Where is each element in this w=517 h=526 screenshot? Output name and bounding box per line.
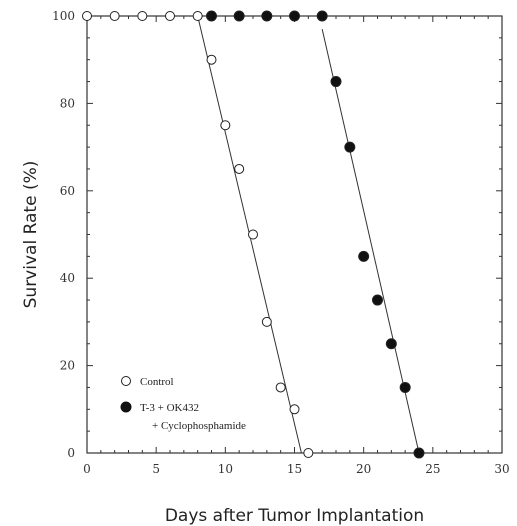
- control-point: [206, 54, 217, 65]
- legend-label-treatment: T-3 + OK432: [140, 402, 199, 414]
- treatment-point: [399, 381, 411, 393]
- control-point: [275, 382, 286, 393]
- x-axis-title: Days after Tumor Implantation: [165, 506, 424, 526]
- legend-marker-control: [121, 376, 131, 386]
- data-points: [82, 10, 425, 459]
- control-point: [82, 11, 92, 21]
- legend-marker-treatment: [120, 401, 132, 413]
- control-point: [109, 11, 120, 21]
- x-tick-label: 30: [494, 462, 509, 476]
- treatment-point: [316, 10, 328, 22]
- y-tick-label: 40: [60, 271, 75, 285]
- treatment-point: [358, 250, 370, 262]
- y-axis-title: Survival Rate (%): [21, 161, 41, 309]
- x-tick-label: 10: [218, 462, 233, 476]
- x-tick-label: 15: [287, 462, 302, 476]
- x-tick-label: 0: [83, 462, 91, 476]
- treatment-point: [344, 141, 356, 153]
- control-point: [192, 11, 203, 21]
- legend-label-treatment-line2: + Cyclophosphamide: [152, 420, 246, 432]
- treatment-point: [385, 338, 397, 350]
- control-point: [137, 11, 148, 21]
- treatment-fit-line: [321, 28, 420, 454]
- control-point: [220, 120, 231, 131]
- y-tick-label: 80: [60, 96, 75, 110]
- control-point: [165, 11, 175, 21]
- control-point: [261, 316, 272, 327]
- x-tick-labels: 0 5 10 15 20 25 30: [83, 462, 509, 476]
- treatment-point: [233, 10, 245, 22]
- y-tick-labels: 0 20 40 60 80 100: [52, 9, 75, 460]
- treatment-point: [206, 10, 217, 22]
- y-tick-label: 20: [60, 359, 75, 373]
- y-tick-label: 0: [67, 446, 75, 460]
- legend-label-control: Control: [140, 376, 174, 388]
- x-tick-label: 25: [425, 462, 440, 476]
- x-tick-label: 5: [152, 462, 160, 476]
- control-point: [248, 229, 258, 240]
- treatment-point: [330, 76, 342, 88]
- control-point: [289, 404, 300, 415]
- legend: Control T-3 + OK432 + Cyclophosphamide: [120, 376, 246, 432]
- treatment-point: [261, 10, 273, 22]
- control-point: [303, 448, 314, 458]
- y-tick-label: 60: [60, 184, 75, 198]
- fit-lines: [197, 15, 420, 454]
- x-tick-label: 20: [356, 462, 371, 476]
- treatment-point: [289, 10, 300, 22]
- treatment-point: [372, 294, 383, 306]
- y-tick-label: 100: [52, 9, 75, 23]
- treatment-point: [413, 447, 425, 459]
- control-point: [234, 163, 245, 174]
